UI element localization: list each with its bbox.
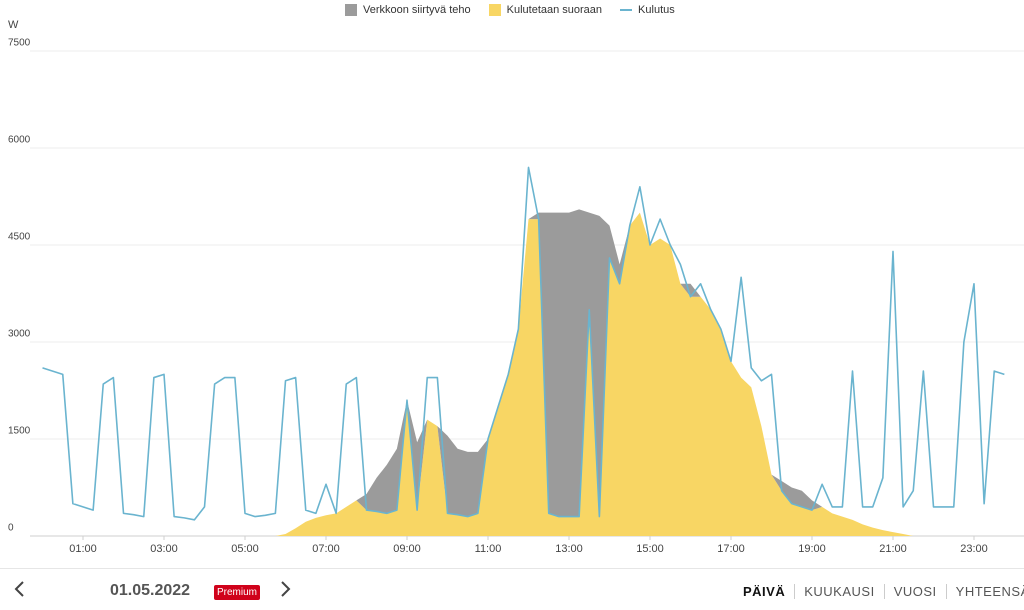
y-tick-label: 6000 [8, 135, 31, 146]
x-tick-label: 05:00 [231, 543, 259, 555]
premium-badge: Premium [214, 585, 261, 600]
legend-label: Kulutetaan suoraan [506, 4, 603, 16]
area [42, 212, 1005, 536]
x-tick-label: 09:00 [393, 543, 421, 555]
period-tab[interactable]: PÄIVÄ [743, 584, 786, 599]
footer-bar: 01.05.2022 Premium PÄIVÄ KUUKAUSI VUOSI YHT… [0, 568, 1024, 610]
y-tick-label: 4500 [8, 232, 31, 243]
y-axis-label: W [8, 19, 19, 31]
legend-swatch [488, 4, 501, 16]
x-tick-label: 21:00 [879, 543, 907, 555]
legend: Verkkoon siirtyvä teho Kulutetaan suoraan… [345, 4, 675, 16]
prev-button[interactable] [12, 579, 28, 599]
date: 01.05.2022 [110, 582, 191, 599]
legend-swatch [345, 4, 357, 16]
x-tick-label: 15:00 [636, 543, 664, 555]
x-tick-label: 17:00 [717, 543, 745, 555]
next-button[interactable] [277, 579, 293, 599]
x-tick-label: 07:00 [312, 543, 340, 555]
x-tick-label: 23:00 [960, 543, 988, 555]
legend-label: Verkkoon siirtyvä teho [363, 4, 471, 16]
x-tick-label: 11:00 [475, 543, 502, 555]
y-tick-label: 3000 [8, 329, 31, 340]
legend-item: Kulutus [620, 4, 675, 16]
x-tick-label: 19:00 [798, 543, 826, 555]
legend-swatch [620, 9, 633, 11]
legend-label: Kulutus [638, 4, 675, 16]
y-tick-label: 7500 [8, 38, 31, 49]
period-tabs: PÄIVÄ KUUKAUSI VUOSI YHTEENSÄ [743, 584, 1024, 599]
line [42, 166, 1005, 521]
x-tick-label: 03:00 [150, 543, 178, 555]
x-tick-label: 13:00 [555, 543, 583, 555]
legend-item: Kulutetaan suoraan [488, 4, 603, 16]
tab-separator [883, 584, 885, 599]
x-tick-label: 01:00 [69, 543, 97, 555]
y-tick-label: 1500 [8, 426, 31, 437]
period-tab[interactable]: YHTEENSÄ [955, 584, 1024, 599]
tab-separator [945, 584, 947, 599]
tab-separator [794, 584, 796, 599]
period-tab[interactable]: KUUKAUSI [804, 584, 875, 599]
legend-item: Verkkoon siirtyvä teho [345, 4, 471, 16]
period-tab[interactable]: VUOSI [893, 584, 937, 599]
chart: W 0 1500 3000 4500 6000 7500 01:00 03:00 05:00 07… [8, 19, 1024, 555]
y-tick-label: 0 [8, 523, 14, 534]
